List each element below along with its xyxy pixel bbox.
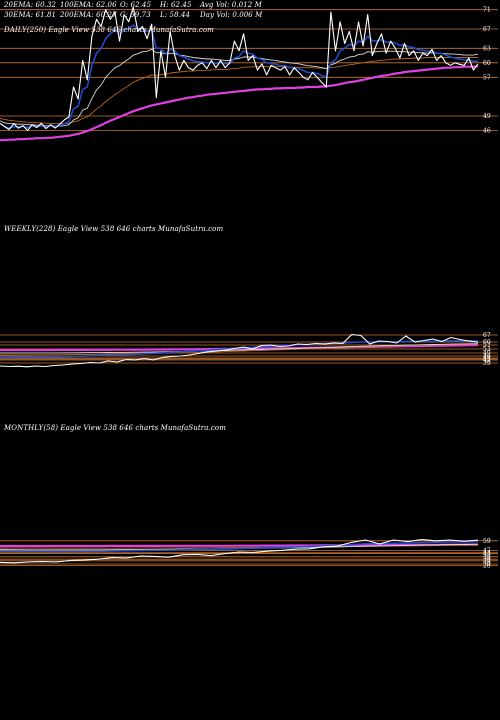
weekly-price-label: 44 [483, 355, 491, 362]
weekly-price-label: 67 [483, 332, 491, 339]
daily-price-label: 49 [483, 113, 491, 120]
weekly-ema-mid-line [0, 343, 479, 354]
weekly-price-label: 42 [483, 357, 491, 364]
avg-volume-readout: Avg Vol: 0.012 M [200, 1, 262, 9]
monthly-price-label: 43 [483, 551, 491, 558]
daily-price-label: 57 [483, 74, 491, 81]
monthly-caption: MONTHLY(58) Eagle View 538 646 charts Mu… [4, 424, 226, 432]
monthly-price-line [0, 539, 479, 564]
daily-panel: 71 67 63 60 57 49 46 [0, 6, 498, 142]
daily-price-label: 71 [483, 7, 491, 14]
weekly-price-line [0, 333, 479, 368]
ema100-readout: 100EMA: 62.06 [60, 1, 117, 9]
weekly-ema-slow-line [0, 343, 479, 356]
day-volume-readout: Day Vol: 0.006 M [200, 11, 263, 19]
weekly-price-label: 57 [483, 342, 491, 349]
weekly-price-label: 46 [483, 353, 491, 360]
daily-ema-slow-line [0, 57, 478, 125]
monthly-price-label: 34 [483, 558, 491, 565]
monthly-price-label: 47 [483, 547, 491, 554]
weekly-price-label: 53 [483, 346, 491, 353]
weekly-price-label: 39 [483, 360, 491, 367]
open-readout: O: 62.45 [120, 1, 152, 9]
daily-ema-mid-line [0, 48, 479, 127]
weekly-price-label: 43 [483, 356, 491, 363]
monthly-price-label: 36 [483, 556, 491, 563]
weekly-price-label: 49 [483, 350, 491, 357]
weekly-price-label: 60 [483, 339, 491, 346]
high-readout: H: 62.45 [160, 1, 192, 9]
daily-price-label: 60 [483, 60, 491, 67]
daily-price-line [0, 6, 479, 132]
monthly-ema-fast-line [0, 540, 479, 553]
daily-caption: DAILY(250) Eagle View 538 646 charts Mun… [4, 26, 214, 34]
monthly-price-label: 39 [483, 554, 491, 561]
daily-price-label: 63 [483, 45, 491, 52]
monthly-price-label: 30 [483, 561, 491, 568]
monthly-price-label: 28 [483, 563, 491, 570]
daily-ema-long-line [0, 65, 479, 142]
weekly-caption: WEEKLY(228) Eagle View 538 646 charts Mu… [4, 225, 224, 233]
close-readout: C: 59.73 [120, 11, 151, 19]
daily-ema-fast-line [0, 24, 479, 129]
ema200-readout: 200EMA: 60.27 [60, 11, 117, 19]
monthly-price-label: 59 [483, 538, 491, 545]
ema30-readout: 30EMA: 61.81 [4, 11, 57, 19]
monthly-ema-long-line [0, 543, 478, 548]
daily-price-label: 46 [483, 128, 491, 135]
ema20-readout: 20EMA: 60.32 [4, 1, 57, 9]
low-readout: L: 58.44 [160, 11, 191, 19]
daily-price-label: 67 [483, 26, 491, 33]
